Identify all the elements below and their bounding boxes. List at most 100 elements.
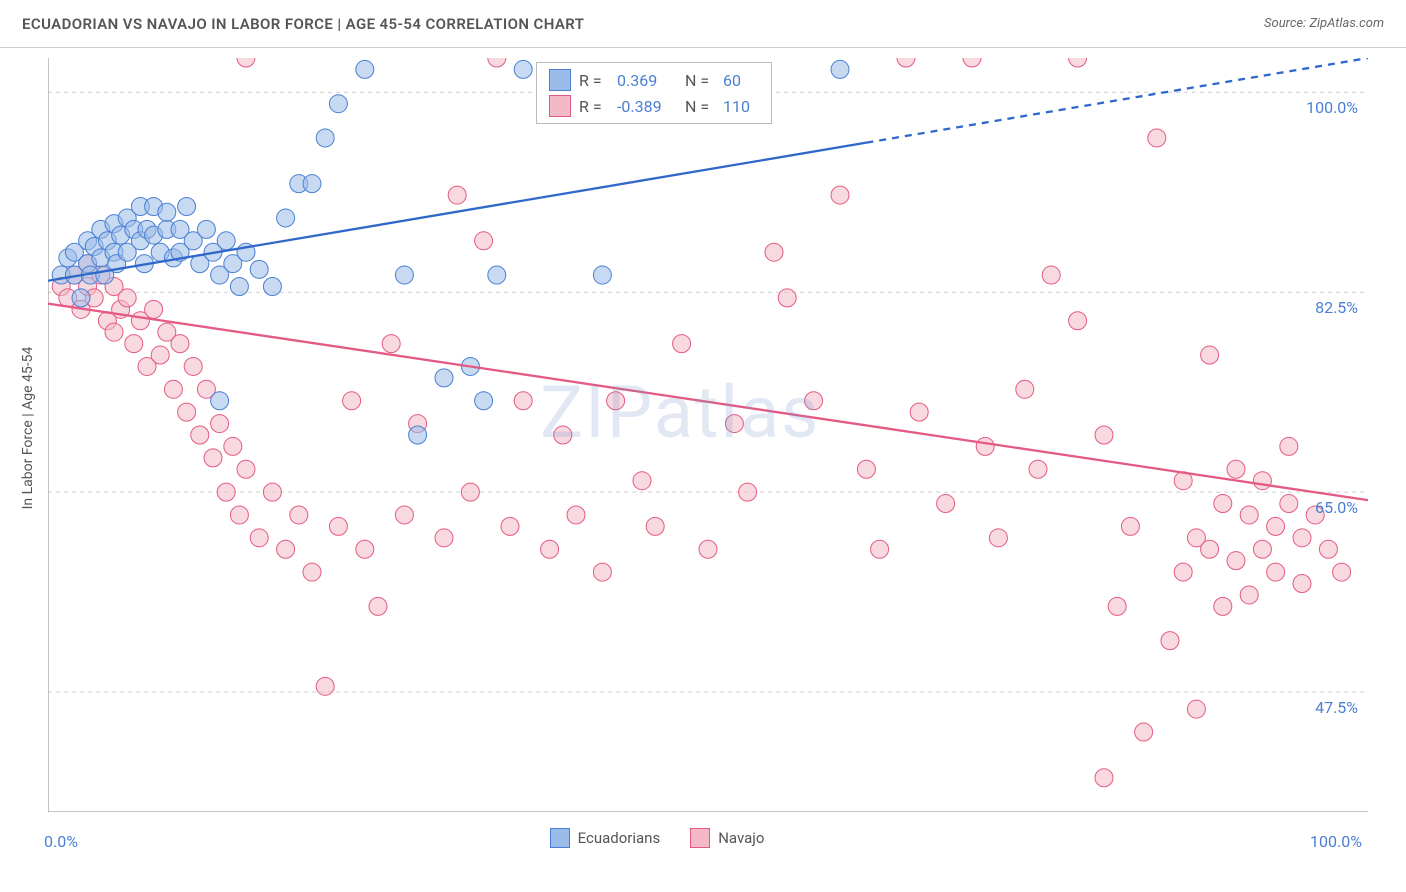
corr-r-label: R = (579, 71, 609, 90)
scatter-point (224, 437, 242, 455)
corr-n-label: N = (685, 97, 715, 116)
correlation-row: R = 0.369 N = 60 (537, 67, 771, 93)
scatter-point (725, 415, 743, 433)
scatter-point (976, 437, 994, 455)
scatter-point (1227, 460, 1245, 478)
scatter-point (937, 495, 955, 513)
scatter-point (871, 540, 889, 558)
x-tick-label: 100.0% (1310, 832, 1362, 851)
y-tick-label: 47.5% (1298, 698, 1358, 717)
scatter-point (1148, 129, 1166, 147)
scatter-point (145, 300, 163, 318)
scatter-point (435, 529, 453, 547)
scatter-point (488, 58, 506, 67)
scatter-point (237, 58, 255, 67)
scatter-point (475, 392, 493, 410)
scatter-point (303, 563, 321, 581)
x-tick-label: 0.0% (44, 832, 78, 851)
scatter-point (217, 232, 235, 250)
scatter-point (105, 323, 123, 341)
legend-swatch (690, 828, 710, 848)
scatter-point (125, 335, 143, 353)
scatter-point (1280, 437, 1298, 455)
y-tick-label: 65.0% (1298, 498, 1358, 517)
scatter-point (1095, 426, 1113, 444)
legend-label: Ecuadorians (578, 829, 661, 847)
scatter-point (1174, 563, 1192, 581)
scatter-point (197, 220, 215, 238)
scatter-point (250, 260, 268, 278)
scatter-point (897, 58, 915, 67)
scatter-point (448, 186, 466, 204)
scatter-point (191, 426, 209, 444)
scatter-point (211, 392, 229, 410)
scatter-point (263, 277, 281, 295)
scatter-point (1240, 586, 1258, 604)
scatter-point (765, 243, 783, 261)
source-name: ZipAtlas.com (1309, 16, 1384, 31)
scatter-point (303, 175, 321, 193)
y-tick-label: 100.0% (1298, 98, 1358, 117)
corr-n-value: 60 (723, 71, 759, 90)
scatter-point (435, 369, 453, 387)
correlation-legend-box: R = 0.369 N = 60 R = -0.389 N = 110 (536, 62, 772, 124)
corr-r-value: 0.369 (617, 71, 677, 90)
chart-header: ECUADORIAN VS NAVAJO IN LABOR FORCE | AG… (0, 0, 1406, 48)
scatter-point (382, 335, 400, 353)
scatter-point (1069, 312, 1087, 330)
scatter-point (1267, 563, 1285, 581)
scatter-point (204, 449, 222, 467)
scatter-point (673, 335, 691, 353)
corr-n-label: N = (685, 71, 715, 90)
scatter-point (1201, 346, 1219, 364)
scatter-point (831, 60, 849, 78)
scatter-point (230, 277, 248, 295)
scatter-point (277, 540, 295, 558)
scatter-point (1069, 58, 1087, 67)
scatter-point (178, 403, 196, 421)
corr-r-label: R = (579, 97, 609, 116)
scatter-point (1240, 506, 1258, 524)
scatter-point (1253, 472, 1271, 490)
scatter-point (164, 380, 182, 398)
scatter-point (1267, 517, 1285, 535)
scatter-point (910, 403, 928, 421)
scatter-point (395, 266, 413, 284)
scatter-point (178, 198, 196, 216)
scatter-point (554, 426, 572, 444)
scatter-point (1227, 552, 1245, 570)
y-axis-label: In Labor Force | Age 45-54 (20, 338, 36, 518)
legend-item: Navajo (690, 828, 764, 848)
scatter-point (1016, 380, 1034, 398)
corr-r-value: -0.389 (617, 97, 677, 116)
scatter-point (250, 529, 268, 547)
scatter-point (514, 60, 532, 78)
scatter-point (699, 540, 717, 558)
scatter-point (211, 415, 229, 433)
scatter-point (72, 289, 90, 307)
scatter-point (475, 232, 493, 250)
scatter-point (184, 357, 202, 375)
scatter-point (1253, 540, 1271, 558)
scatter-point (1029, 460, 1047, 478)
legend-label: Navajo (718, 829, 764, 847)
y-tick-label: 82.5% (1298, 298, 1358, 317)
scatter-point (857, 460, 875, 478)
corr-n-value: 110 (723, 97, 759, 116)
scatter-point (646, 517, 664, 535)
scatter-point (778, 289, 796, 307)
scatter-point (237, 460, 255, 478)
scatter-point (514, 392, 532, 410)
scatter-point (1121, 517, 1139, 535)
scatter-point (329, 517, 347, 535)
legend-item: Ecuadorians (550, 828, 661, 848)
scatter-point (739, 483, 757, 501)
scatter-point (541, 540, 559, 558)
scatter-point (1201, 540, 1219, 558)
scatter-point (343, 392, 361, 410)
scatter-point (277, 209, 295, 227)
chart-title: ECUADORIAN VS NAVAJO IN LABOR FORCE | AG… (22, 15, 584, 33)
scatter-point (329, 95, 347, 113)
scatter-point (805, 392, 823, 410)
scatter-point (633, 472, 651, 490)
